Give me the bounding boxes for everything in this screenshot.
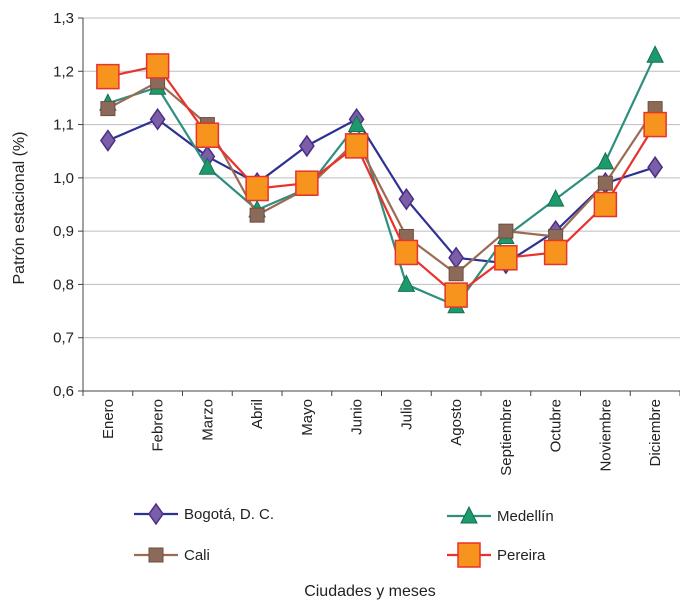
point-marker	[596, 151, 615, 170]
point-marker	[100, 101, 116, 117]
point-marker	[494, 245, 518, 271]
series-line	[107, 118, 656, 265]
x-axis-label: Ciudades y meses	[304, 583, 436, 600]
point-marker	[148, 547, 164, 563]
grid-lines	[82, 17, 680, 392]
point-marker	[195, 122, 220, 148]
point-marker	[99, 129, 116, 152]
point-marker	[96, 63, 120, 90]
point-marker	[460, 505, 478, 524]
point-marker	[398, 187, 415, 211]
x-tick-label: Octubre	[548, 399, 565, 452]
point-marker	[444, 282, 468, 308]
x-tick-label: Septiembre	[498, 399, 515, 476]
series-1	[99, 107, 664, 275]
series-line	[107, 54, 657, 307]
point-marker	[145, 53, 170, 79]
x-tick-label: Junio	[349, 399, 366, 435]
point-marker	[498, 223, 514, 239]
point-marker	[397, 274, 416, 292]
point-marker	[646, 45, 664, 63]
legend-entry: Medellín	[447, 505, 554, 525]
legend: Bogotá, D. C. Medellín Cali Pereira	[134, 502, 554, 568]
legend-entry: Cali	[134, 547, 210, 564]
series-2	[99, 45, 664, 314]
x-tick-label: Enero	[100, 399, 117, 439]
y-tick-label: 0,9	[53, 223, 74, 240]
point-marker	[198, 157, 217, 175]
point-marker	[295, 170, 319, 196]
y-tick-label: 0,8	[53, 276, 74, 293]
point-marker	[298, 134, 315, 158]
y-tick-label: 1,0	[53, 170, 74, 187]
legend-entry: Pereira	[447, 542, 546, 568]
x-tick-label: Marzo	[199, 399, 216, 441]
x-tick-label: Noviembre	[597, 399, 614, 472]
point-marker	[347, 114, 366, 133]
y-tick-label: 0,6	[53, 383, 74, 400]
point-marker	[457, 542, 481, 568]
x-tick-label: Julio	[398, 399, 415, 430]
point-marker	[344, 133, 369, 159]
series-line	[107, 64, 657, 297]
y-tick-label: 1,1	[53, 117, 74, 134]
point-marker	[597, 175, 613, 191]
point-marker	[149, 107, 166, 131]
legend-label: Bogotá, D. C.	[184, 506, 274, 523]
y-axis-label: Patrón estacional (%)	[11, 132, 28, 285]
series-line	[107, 80, 657, 275]
point-marker	[148, 502, 164, 526]
point-marker	[394, 239, 419, 266]
x-tick-label: Diciembre	[647, 399, 664, 467]
x-tick-label: Agosto	[448, 399, 465, 446]
y-tick-label: 0,7	[53, 330, 74, 347]
point-marker	[249, 207, 265, 223]
point-marker	[593, 191, 618, 218]
point-marker	[647, 155, 664, 179]
series-4	[96, 53, 667, 308]
y-axis-ticks: 0,6 0,7 0,8 0,9 1,0 1,1 1,2 1,3	[53, 10, 83, 400]
series-layer	[96, 45, 667, 314]
legend-label: Pereira	[497, 547, 546, 564]
x-tick-label: Febrero	[150, 399, 167, 452]
x-tick-label: Mayo	[299, 399, 316, 436]
point-marker	[543, 239, 568, 266]
legend-label: Cali	[184, 547, 210, 564]
legend-entry: Bogotá, D. C.	[134, 502, 274, 526]
point-marker	[643, 111, 667, 138]
y-tick-label: 1,3	[53, 10, 74, 27]
legend-label: Medellín	[497, 508, 554, 525]
x-axis-ticks: Enero Febrero Marzo Abril Mayo Junio Julio Agos…	[82, 391, 680, 476]
point-marker	[448, 266, 464, 282]
x-tick-label: Abril	[249, 399, 266, 429]
point-marker	[546, 189, 565, 207]
y-tick-label: 1,2	[53, 63, 74, 80]
point-marker	[245, 175, 269, 202]
